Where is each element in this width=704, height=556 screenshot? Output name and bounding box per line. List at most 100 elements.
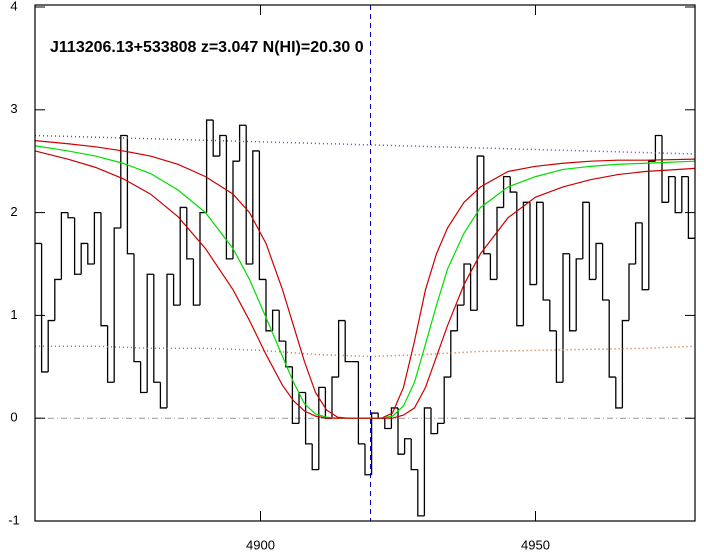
flux-step xyxy=(549,299,557,332)
flux-step xyxy=(608,299,616,378)
flux-step xyxy=(476,155,484,311)
flux-step xyxy=(337,319,346,378)
plot-area xyxy=(34,5,696,521)
flux-step xyxy=(133,253,141,363)
flux-step xyxy=(430,407,438,435)
flux-step xyxy=(681,175,689,213)
flux-step xyxy=(555,330,563,383)
flux-step xyxy=(397,407,405,455)
flux-step xyxy=(601,243,610,301)
flux-step xyxy=(661,135,669,203)
flux-step xyxy=(179,206,187,306)
flux-step xyxy=(271,309,280,331)
flux-step xyxy=(654,134,662,162)
flux-step xyxy=(344,320,352,363)
flux-step xyxy=(258,150,266,281)
flux-step xyxy=(285,341,293,368)
flux-step xyxy=(113,227,121,383)
flux-step xyxy=(73,217,82,275)
flux-step xyxy=(245,125,253,265)
flux-step xyxy=(634,222,643,264)
flux-step xyxy=(166,273,174,408)
flux-step xyxy=(298,391,306,424)
flux-step xyxy=(469,264,478,311)
flux-step xyxy=(641,222,649,291)
flux-step xyxy=(106,325,115,383)
flux-step xyxy=(615,377,623,409)
flux-step xyxy=(331,376,339,419)
flux-step xyxy=(575,258,583,331)
flux-step xyxy=(54,278,62,321)
flux-step xyxy=(463,263,471,306)
flux-step xyxy=(489,253,497,281)
flux-step xyxy=(291,366,299,424)
flux-step xyxy=(192,258,200,306)
flux-step xyxy=(87,243,95,265)
y-tick-label: 4 xyxy=(10,0,17,13)
flux-step xyxy=(443,376,451,424)
flux-step xyxy=(568,253,577,332)
flux-step xyxy=(40,243,49,373)
flux-step xyxy=(384,418,392,430)
flux-step xyxy=(535,201,544,285)
flux-step xyxy=(450,330,458,378)
flux-step xyxy=(595,242,603,280)
flux-step xyxy=(225,135,233,260)
y-tick-label: 3 xyxy=(10,101,17,116)
flux-step xyxy=(509,176,517,193)
flux-step xyxy=(47,319,55,372)
flux-step xyxy=(205,119,214,213)
flux-step xyxy=(153,274,161,383)
flux-step xyxy=(219,134,227,157)
flux-step xyxy=(186,207,194,260)
flux-step xyxy=(311,443,319,471)
flux-step xyxy=(648,160,656,290)
flux-step xyxy=(674,176,682,214)
flux-step xyxy=(265,279,273,332)
flux-step xyxy=(67,212,75,219)
flux-step xyxy=(120,134,128,229)
y-tick-label: 1 xyxy=(10,307,17,322)
flux-step xyxy=(304,392,313,445)
flux-step xyxy=(93,211,101,264)
flux-step xyxy=(146,273,154,393)
flux-step xyxy=(621,319,629,408)
flux-step xyxy=(529,202,537,286)
y-tick-label: -1 xyxy=(8,512,20,527)
flux-step xyxy=(417,469,425,517)
y-tick-label: 2 xyxy=(10,204,17,219)
flux-step xyxy=(410,438,418,471)
flux-step xyxy=(628,263,636,321)
x-tick-label: 4900 xyxy=(246,537,275,552)
flux-step xyxy=(172,274,181,306)
flux-step xyxy=(212,120,220,157)
flux-step xyxy=(278,310,286,342)
flux-step xyxy=(403,438,412,455)
flux-step xyxy=(588,202,596,281)
flux-step xyxy=(126,135,134,255)
flux-step xyxy=(423,407,431,516)
model-line xyxy=(34,134,696,155)
flux-step xyxy=(456,304,464,331)
flux-step xyxy=(502,175,511,208)
flux-step xyxy=(238,124,247,162)
flux-step xyxy=(100,212,108,327)
y-tick-label: 0 xyxy=(10,410,17,425)
flux-step xyxy=(542,202,550,301)
flux-step xyxy=(687,176,695,239)
flux-step xyxy=(582,201,590,259)
frame xyxy=(34,4,696,522)
flux-step xyxy=(667,175,676,203)
flux-step xyxy=(318,386,326,470)
flux-step xyxy=(364,443,372,476)
flux-step xyxy=(436,422,445,434)
x-tick-label: 4950 xyxy=(521,537,550,552)
flux-step xyxy=(199,211,207,306)
flux-step xyxy=(232,160,240,259)
flux-step xyxy=(390,407,398,429)
flux-step xyxy=(562,253,570,383)
flux-step xyxy=(370,412,379,475)
flux-step xyxy=(357,361,365,445)
flux-step xyxy=(516,192,524,327)
